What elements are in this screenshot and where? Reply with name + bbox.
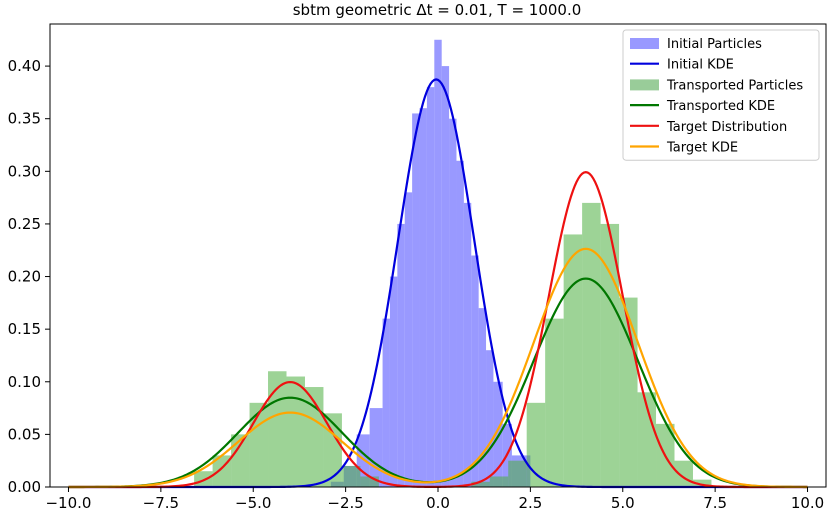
histogram-bar [434, 39, 442, 487]
legend-label: Initial Particles [667, 37, 762, 52]
legend-item: Initial KDE [630, 58, 734, 73]
x-tick-label: −7.5 [143, 494, 179, 512]
histogram-bar [369, 408, 383, 487]
x-axis: −10.0 −7.5 −5.0 −2.5 0.0 2.5 5.0 7.5 10.0 [45, 487, 824, 512]
y-tick-label: 0.40 [8, 57, 41, 75]
histogram-bar [449, 118, 457, 487]
histogram-bar [563, 234, 583, 487]
histogram-bar [637, 392, 657, 487]
histogram-bar [486, 350, 494, 487]
histogram-bar [341, 465, 361, 487]
y-tick-label: 0.25 [8, 215, 41, 233]
histogram-bar [692, 479, 712, 487]
histogram-bar [304, 387, 324, 487]
x-tick-label: −2.5 [327, 494, 363, 512]
x-tick-label: 2.5 [518, 494, 542, 512]
histogram-bar [441, 66, 450, 487]
histogram-bar [489, 476, 509, 487]
y-tick-label: 0.15 [8, 320, 41, 338]
histogram-bar [404, 192, 413, 488]
histogram-bar [389, 276, 398, 487]
histogram-bar [478, 308, 487, 487]
histogram-bar [360, 476, 379, 487]
legend-swatch [630, 38, 659, 49]
histogram-bar [397, 223, 405, 487]
legend-label: Target Distribution [666, 120, 787, 135]
histogram-bar [231, 434, 250, 487]
x-tick-label: 7.5 [703, 494, 727, 512]
histogram-bar [268, 371, 287, 487]
histogram-bar [545, 318, 564, 487]
y-tick-label: 0.35 [8, 110, 41, 128]
legend-item: Initial Particles [630, 37, 762, 52]
legend-item: Target Distribution [630, 120, 787, 135]
curve-target-kde [68, 247, 808, 489]
x-tick-label: 0.0 [426, 494, 450, 512]
histogram-transported-particles [194, 202, 712, 487]
histogram-bar [471, 255, 479, 487]
histogram-bar [323, 413, 342, 487]
x-tick-label: 5.0 [611, 494, 635, 512]
histogram-bar [493, 381, 503, 487]
legend-label: Target KDE [666, 141, 738, 156]
histogram-bar [382, 318, 390, 487]
legend: Initial Particles Initial KDE Transported … [622, 29, 820, 161]
y-tick-label: 0.20 [8, 268, 41, 286]
histogram-bar [426, 87, 435, 487]
y-tick-label: 0.05 [8, 425, 41, 443]
y-axis: 0.00 0.05 0.10 0.15 0.20 0.25 0.30 0.35 0.40 [8, 57, 50, 496]
histogram-bar [674, 460, 693, 487]
legend-box [622, 29, 820, 161]
legend-swatch [630, 79, 659, 91]
histogram-bar [471, 481, 490, 487]
x-tick-label: −10.0 [45, 494, 91, 512]
histogram-bar [526, 402, 546, 487]
histogram-bar [600, 223, 620, 487]
x-tick-label: 10.0 [791, 494, 824, 512]
legend-label: Transported KDE [666, 99, 775, 114]
x-tick-label: −5.0 [235, 494, 271, 512]
y-tick-label: 0.30 [8, 162, 41, 180]
histogram-bar [286, 376, 305, 487]
histogram-bar [463, 202, 472, 487]
legend-label: Transported Particles [666, 78, 803, 93]
legend-item: Transported Particles [630, 78, 803, 93]
histogram-bar [194, 471, 213, 487]
histogram-bar [582, 202, 601, 487]
chart-title: sbtm geometric Δt = 0.01, T = 1000.0 [293, 1, 582, 19]
y-tick-label: 0.10 [8, 373, 41, 391]
histogram-bar [456, 160, 464, 488]
legend-item: Target KDE [630, 141, 738, 156]
histogram-bar [419, 108, 427, 488]
histogram-bar [412, 113, 420, 487]
legend-label: Initial KDE [667, 58, 734, 73]
y-tick-label: 0.00 [8, 478, 41, 496]
histogram-initial-particles [330, 39, 531, 488]
legend-item: Transported KDE [630, 99, 775, 114]
histogram-bar [508, 460, 527, 487]
